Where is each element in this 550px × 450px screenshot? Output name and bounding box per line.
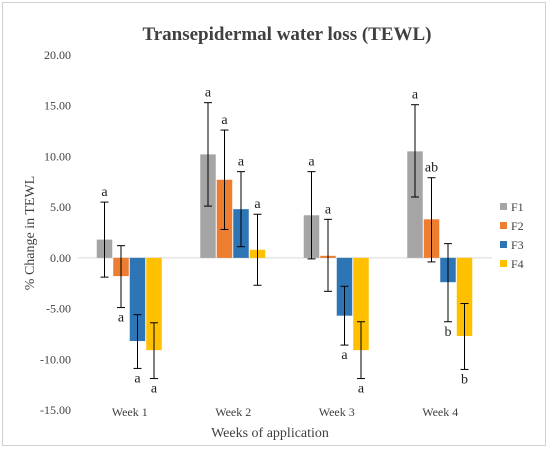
significance-label: a <box>238 155 245 170</box>
y-tick-label: 10.00 <box>44 149 71 163</box>
legend-label-f3: F3 <box>511 238 524 252</box>
legend-label-f2: F2 <box>511 219 524 233</box>
legend-swatch-f3 <box>500 241 507 248</box>
y-tick-label: -10.00 <box>40 352 71 366</box>
y-axis-title: % Change in TEWL <box>23 176 38 290</box>
x-tick-label: Week 4 <box>422 405 458 419</box>
bar-f3 <box>129 257 146 342</box>
y-tick-label: -5.00 <box>46 302 71 316</box>
significance-label: b <box>461 372 468 387</box>
significance-label: a <box>205 86 212 101</box>
legend-swatch-f4 <box>500 260 507 267</box>
x-tick-label: Week 2 <box>215 405 251 419</box>
x-tick-label: Week 1 <box>112 405 148 419</box>
significance-label: ab <box>425 161 438 176</box>
chart-title: Transepidermal water loss (TEWL) <box>142 24 431 45</box>
y-tick-label: 0.00 <box>50 251 71 265</box>
plot-area: 20.00 15.00 10.00 5.00 0.00 -5.00 -10.00 -15.00… <box>40 48 492 419</box>
significance-label: a <box>101 185 108 200</box>
x-axis-title: Weeks of application <box>211 426 329 441</box>
y-tick-label: 20.00 <box>44 48 71 62</box>
significance-label: b <box>445 325 452 340</box>
significance-label: a <box>358 382 365 397</box>
significance-label: a <box>308 155 315 170</box>
legend-label-f4: F4 <box>511 257 524 271</box>
significance-label: a <box>118 311 125 326</box>
legend-label-f1: F1 <box>511 200 524 214</box>
legend: F1 F2 F3 F4 <box>500 200 524 271</box>
bar-f4 <box>353 257 369 351</box>
bar-f1 <box>407 151 423 258</box>
significance-label: a <box>325 202 332 217</box>
significance-label: a <box>134 371 141 386</box>
bar-f4 <box>146 257 162 351</box>
y-tick-label: 15.00 <box>44 99 71 113</box>
significance-label: a <box>341 348 348 363</box>
significance-label: a <box>254 197 261 212</box>
legend-swatch-f1 <box>500 203 507 210</box>
bar-f4 <box>456 257 473 336</box>
chart-frame <box>2 2 546 446</box>
significance-label: a <box>412 88 419 103</box>
y-tick-label: 5.00 <box>50 200 71 214</box>
x-tick-label: Week 3 <box>319 405 355 419</box>
significance-label: a <box>221 113 228 128</box>
y-tick-label: -15.00 <box>40 403 71 417</box>
significance-label: a <box>151 382 158 397</box>
legend-swatch-f2 <box>500 222 507 229</box>
